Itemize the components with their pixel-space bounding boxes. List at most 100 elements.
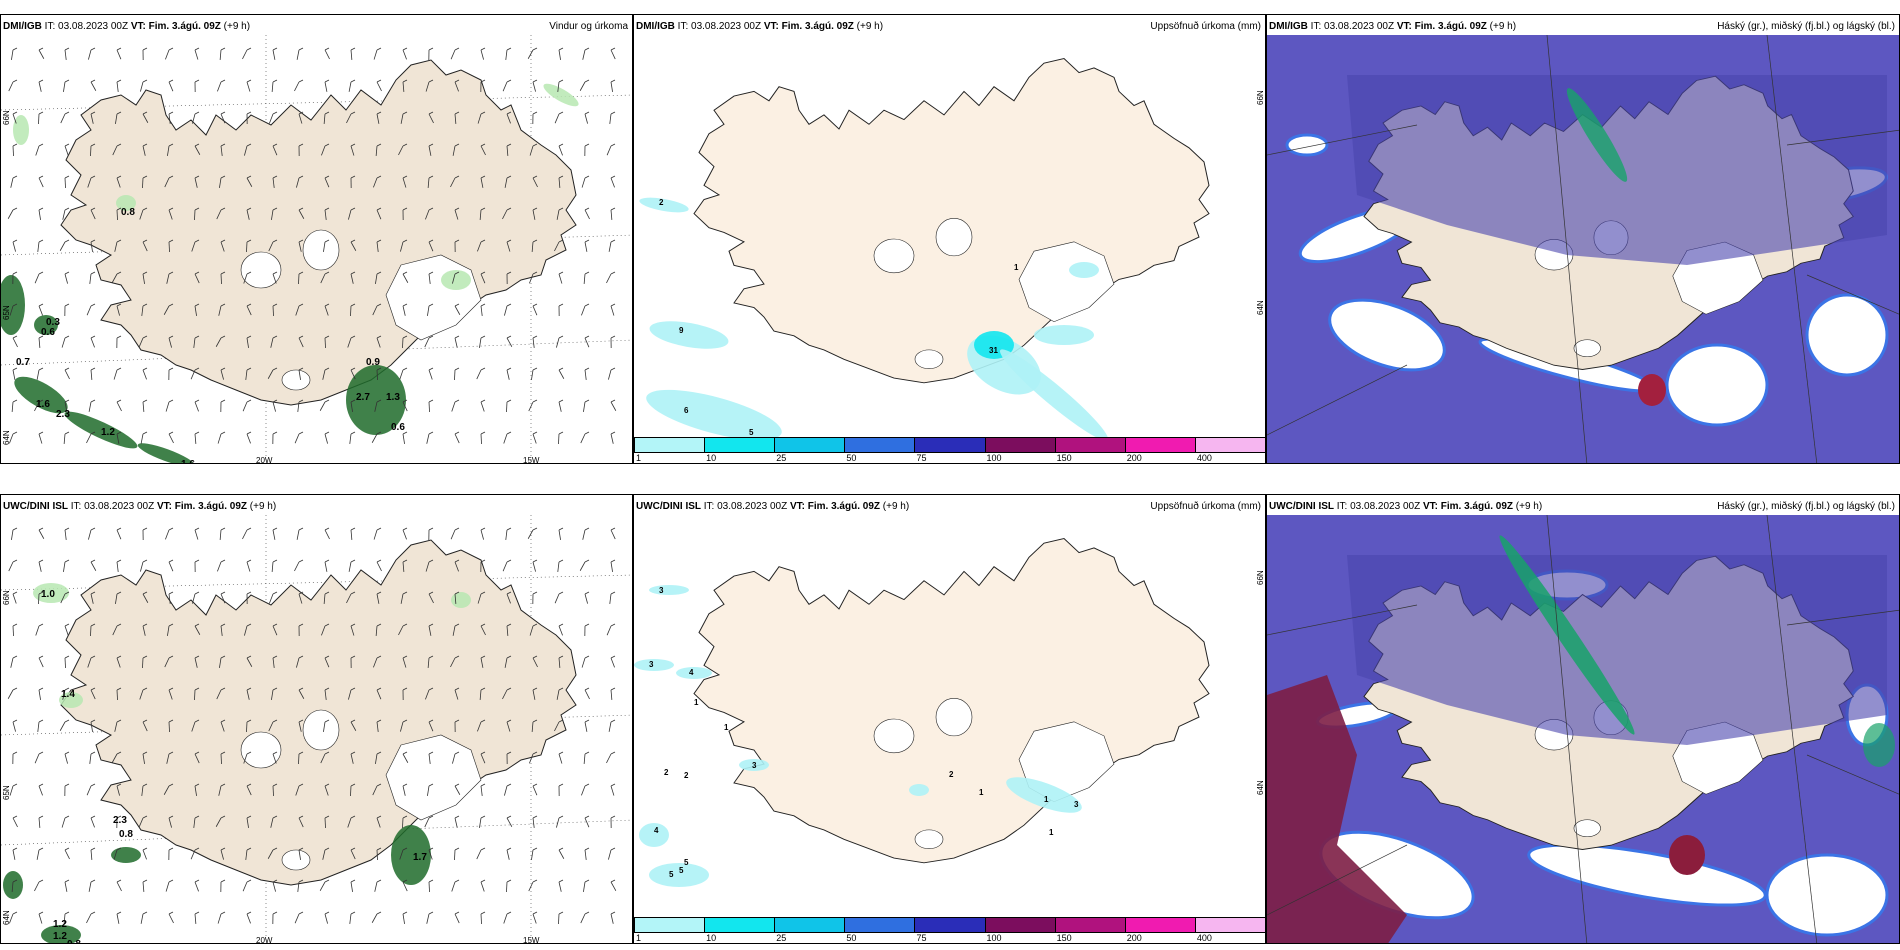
precip-area xyxy=(639,197,689,213)
wind-barb xyxy=(350,721,357,731)
wind-barb-flag xyxy=(194,719,200,723)
wind-barb xyxy=(272,529,276,540)
wind-barb-flag xyxy=(90,431,96,435)
wind-barb-flag xyxy=(194,335,200,339)
wind-barb-flag xyxy=(558,783,564,787)
wind-barb-flag xyxy=(584,783,590,787)
wind-barb xyxy=(190,369,196,380)
wind-barb-flag xyxy=(506,527,512,531)
wind-barb-flag xyxy=(402,527,408,531)
precip-value-label: 1 xyxy=(724,723,729,732)
wind-barb-flag xyxy=(272,335,278,339)
wind-barb-flag xyxy=(220,847,226,851)
colorbar-cell xyxy=(1194,437,1265,453)
panel-title: Uppsöfnuð úrkoma (mm) xyxy=(1150,21,1261,32)
wind-barb-flag xyxy=(480,783,486,787)
wind-barb-flag xyxy=(428,79,434,83)
wind-barb xyxy=(168,689,173,700)
wind-barb-flag xyxy=(610,47,616,51)
wind-barb-flag xyxy=(38,111,44,115)
wind-barb-flag xyxy=(220,271,226,275)
wind-barb xyxy=(477,593,482,604)
wind-barb xyxy=(90,81,97,91)
wind-barb xyxy=(142,369,147,380)
wind-barb xyxy=(298,337,304,348)
wind-barb-flag xyxy=(454,847,460,851)
wind-barb-flag xyxy=(584,719,590,723)
wind-barb xyxy=(86,785,92,796)
wind-barb xyxy=(64,657,66,669)
wind-barb xyxy=(34,881,40,892)
wind-barb xyxy=(194,209,196,221)
wind-barb xyxy=(323,721,326,732)
wind-barb xyxy=(452,273,456,284)
wind-barb-flag xyxy=(220,431,226,435)
wind-barb xyxy=(217,433,222,444)
wind-barb-flag xyxy=(324,623,330,627)
wind-barb-flag xyxy=(90,207,96,211)
wind-barb-flag xyxy=(298,783,304,787)
wind-barb-flag xyxy=(324,751,330,755)
wind-barb-flag xyxy=(142,879,148,883)
wind-barb-flag xyxy=(584,431,590,435)
precip-area xyxy=(999,349,1109,439)
wind-barb xyxy=(270,337,274,348)
panel-wind-precip-dmi: DMI/IGB IT: 03.08.2023 00Z VT: Fim. 3.ág… xyxy=(0,14,633,464)
wind-barb-flag xyxy=(376,335,382,339)
wind-barb-flag xyxy=(272,431,278,435)
wind-precip-map[interactable]: 0.8 0.3 0.7 0.9 2.7 1.3 0.6 1.6 2.3 1.2 1.6 0.6 66N 6… xyxy=(1,35,633,464)
wind-barb xyxy=(558,881,562,892)
wind-barb-flag xyxy=(194,527,200,531)
wind-barb-flag xyxy=(428,47,434,51)
wind-barb-flag xyxy=(116,719,122,723)
graticule xyxy=(1267,515,1899,943)
wind-barb-flag xyxy=(90,79,96,83)
wind-barb-flag xyxy=(350,815,356,819)
wind-barb xyxy=(271,81,274,92)
lat-label: 66N xyxy=(2,590,11,605)
wind-barb xyxy=(9,433,14,444)
glacier-hofsjokull xyxy=(302,709,340,751)
iceland-landmass xyxy=(693,57,1210,384)
wind-barb xyxy=(272,753,277,764)
wind-barb-flag xyxy=(298,815,304,819)
wind-barb xyxy=(532,81,536,92)
wind-barb xyxy=(424,337,430,348)
wind-barb xyxy=(269,113,274,124)
wind-barb-flag xyxy=(272,143,278,147)
accum-precip-map[interactable]: 2 9 6 5 31 1 66N 64N xyxy=(634,35,1266,439)
precip-value-label: 5 xyxy=(679,866,684,875)
wind-barb xyxy=(376,81,382,92)
wind-barb xyxy=(557,81,560,92)
wind-barb-flag xyxy=(116,591,122,595)
wind-barb-flag xyxy=(168,399,174,403)
clouds-map[interactable] xyxy=(1267,35,1900,464)
wind-barb xyxy=(90,113,94,124)
wind-barb xyxy=(581,657,586,668)
clouds-map[interactable] xyxy=(1267,515,1900,944)
wind-barb-flag xyxy=(584,591,590,595)
wind-barb-flag xyxy=(532,367,538,371)
wind-barb-flag xyxy=(532,655,538,659)
wind-barb-flag xyxy=(220,367,226,371)
wind-barb-flag xyxy=(506,111,512,115)
wind-barb-flag xyxy=(350,527,356,531)
wind-barb-flag xyxy=(558,271,564,275)
wind-barb xyxy=(400,593,404,604)
wind-barb-flag xyxy=(220,111,226,115)
wind-barb-flag xyxy=(506,911,512,915)
wind-barb xyxy=(532,433,537,444)
wind-barb-flag xyxy=(116,111,122,115)
wind-barb xyxy=(532,817,535,828)
wind-barb xyxy=(168,721,170,733)
wind-barb-flag xyxy=(480,719,486,723)
wind-barb-flag xyxy=(220,687,226,691)
wind-barb-flag xyxy=(194,271,200,275)
wind-barb-flag xyxy=(298,303,304,307)
wind-barb xyxy=(558,401,562,412)
wind-barb-flag xyxy=(428,687,434,691)
colorbar-tick-label: 25 xyxy=(776,933,787,943)
wind-barb xyxy=(532,561,536,572)
